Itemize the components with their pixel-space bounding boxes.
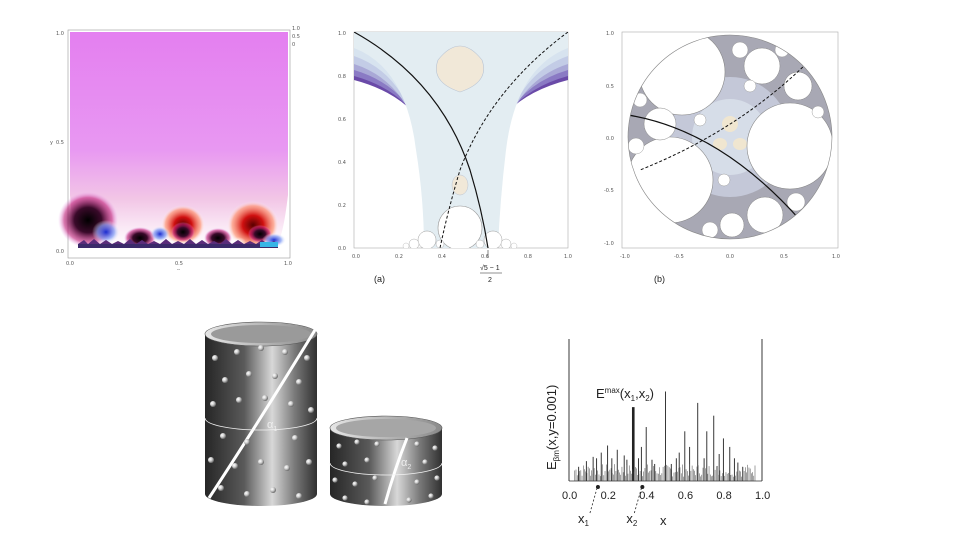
x-tick-label: 0.8 bbox=[716, 490, 731, 502]
x2-dashed-marker-dot bbox=[640, 485, 645, 489]
x1-dashed-marker bbox=[589, 484, 599, 514]
x-tick-label: 0.2 bbox=[601, 490, 616, 502]
x1-dashed-marker-dot bbox=[595, 485, 600, 489]
panel-b-caption: (b) bbox=[654, 274, 665, 284]
x-tick-0: 0.0 bbox=[66, 261, 74, 267]
peak-series bbox=[568, 339, 763, 481]
b-y-tick-05: 0.5 bbox=[606, 84, 614, 90]
b-y-tick-m05: -0.5 bbox=[604, 188, 614, 194]
x1-marker-label: x1 bbox=[578, 511, 590, 528]
a-y-tick-1: 1.0 bbox=[338, 31, 346, 37]
y-tick-05: 0.5 bbox=[56, 140, 64, 146]
cylinders-illustration: α1 α2 bbox=[204, 321, 443, 506]
x-tick-05: 0.5 bbox=[175, 261, 183, 267]
emax-annotation: Emax(x1,x2) bbox=[596, 386, 654, 403]
b-x-tick-m05: -0.5 bbox=[674, 254, 684, 260]
y-axis-label: Eβm(x,y=0.001) bbox=[544, 385, 561, 470]
x-tick-1: 1.0 bbox=[284, 261, 292, 267]
a-x-tick-0: 0.0 bbox=[352, 254, 360, 260]
alpha-1-label: α1 bbox=[267, 419, 277, 433]
a-x-tick-08: 0.8 bbox=[524, 254, 532, 260]
b-x-tick-0: 0.0 bbox=[726, 254, 734, 260]
disk-panel-b: 1.0 0.5 0.0 -0.5 -1.0 -1.0 -0.5 0.0 0.5 … bbox=[604, 31, 840, 284]
b-x-tick-1: 1.0 bbox=[832, 254, 840, 260]
a-x-tick-1: 1.0 bbox=[564, 254, 572, 260]
golden-ratio-numerator: √5 − 1 bbox=[480, 264, 500, 272]
x-tick-label: 1.0 bbox=[755, 490, 770, 502]
contour-panel-a: 1.0 0.8 0.6 0.4 0.2 0.0 0.0 0.2 0.4 0.6 … bbox=[338, 31, 572, 284]
b-y-tick-m1: -1.0 bbox=[604, 241, 614, 247]
a-y-tick-02: 0.2 bbox=[338, 203, 346, 209]
alpha-2-label: α2 bbox=[401, 457, 411, 471]
colorbar-label-bottom: 0 bbox=[292, 42, 295, 48]
b-x-tick-05: 0.5 bbox=[780, 254, 788, 260]
density-map-panel: 1.0 0.5 0 1.0 0.5 0.0 0.0 0.5 1.0 x y bbox=[50, 26, 300, 270]
x-tick-label: 0.6 bbox=[678, 490, 693, 502]
a-x-tick-02: 0.2 bbox=[395, 254, 403, 260]
small-cylinder-beads bbox=[332, 439, 440, 505]
b-y-tick-0: 0.0 bbox=[606, 136, 614, 142]
y-tick-1: 1.0 bbox=[56, 31, 64, 37]
x2-marker-label: x2 bbox=[626, 511, 638, 528]
x2-dashed-marker bbox=[633, 484, 643, 514]
x1-x2-markers bbox=[589, 484, 645, 514]
golden-ratio-denominator: 2 bbox=[488, 277, 492, 284]
b-y-tick-1: 1.0 bbox=[606, 31, 614, 37]
noise-floor bbox=[574, 464, 756, 481]
x-tick-label: 0.4 bbox=[639, 490, 654, 502]
x-tick-label: 0.0 bbox=[562, 490, 577, 502]
y-axis-label: y bbox=[50, 140, 53, 146]
colorbar-label-top: 1.0 bbox=[292, 26, 300, 32]
a-y-tick-04: 0.4 bbox=[338, 160, 346, 166]
colorbar-label-mid: 0.5 bbox=[292, 34, 300, 40]
panel-a-caption: (a) bbox=[374, 274, 385, 284]
a-y-tick-08: 0.8 bbox=[338, 74, 346, 80]
a-y-tick-0: 0.0 bbox=[338, 246, 346, 252]
x-axis-label: x bbox=[177, 268, 180, 270]
a-x-tick-04: 0.4 bbox=[438, 254, 446, 260]
x-tick-labels: 0.0 0.2 0.4 0.6 0.8 1.0 bbox=[562, 490, 770, 502]
large-cylinder-beads bbox=[208, 345, 314, 499]
y-tick-0: 0.0 bbox=[56, 249, 64, 255]
x-axis-label: x bbox=[660, 513, 667, 528]
a-y-tick-06: 0.6 bbox=[338, 117, 346, 123]
b-x-tick-m1: -1.0 bbox=[620, 254, 630, 260]
energy-spectrum-chart: 0.0 0.2 0.4 0.6 0.8 1.0 Eβm(x,y=0.001) Emax(x… bbox=[544, 339, 770, 528]
a-x-tick-06: 0.6 bbox=[481, 254, 489, 260]
